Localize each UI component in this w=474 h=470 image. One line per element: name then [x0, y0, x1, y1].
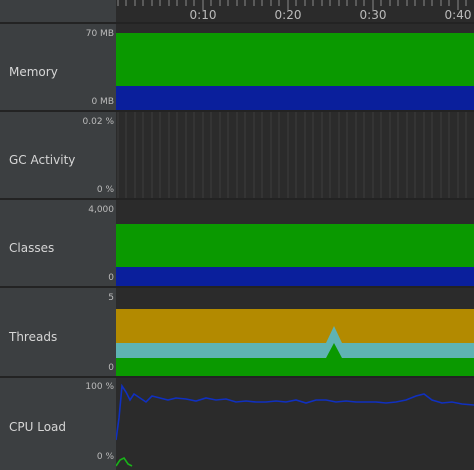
classes-label: Classes [9, 241, 55, 255]
row-divider [0, 376, 474, 378]
row-divider [0, 286, 474, 288]
gc-scale-max: 0.02 % [82, 117, 114, 127]
cpu-load-row[interactable]: CPU Load 100 % 0 % [0, 378, 474, 470]
memory-used-area [116, 33, 474, 86]
threads-top-area [116, 309, 474, 343]
tick-label-40s: 0:40 [444, 8, 472, 22]
classes-graph[interactable] [116, 200, 474, 286]
memory-row[interactable]: Memory 70 MB 0 MB [0, 24, 474, 110]
memory-label: Memory [9, 65, 58, 79]
label-column [0, 0, 116, 470]
memory-base-area [116, 86, 474, 110]
cpu-load-low-line [116, 456, 133, 467]
cpu-scale-max: 100 % [85, 382, 114, 392]
memory-graph[interactable] [116, 24, 474, 110]
gc-activity-graph[interactable] [116, 112, 474, 198]
tick-label-30s: 0:30 [359, 8, 387, 22]
row-divider [0, 22, 474, 24]
cpu-load-graph[interactable] [116, 378, 474, 470]
classes-loaded-area [116, 224, 474, 267]
cpu-scale-min: 0 % [96, 452, 114, 462]
classes-base-area [116, 267, 474, 286]
threads-graph[interactable] [116, 288, 474, 376]
memory-scale-min: 0 MB [91, 97, 114, 107]
row-divider [0, 198, 474, 200]
cpu-load-line [116, 383, 474, 441]
memory-scale-max: 70 MB [85, 29, 114, 39]
gc-activity-label: GC Activity [9, 153, 76, 167]
threads-middle-area [116, 326, 474, 358]
threads-scale-min: 0 [108, 363, 114, 373]
gc-activity-row[interactable]: GC Activity 0.02 % 0 % [0, 112, 474, 198]
cpu-load-label: CPU Load [9, 420, 66, 434]
classes-scale-min: 0 [108, 273, 114, 283]
classes-row[interactable]: Classes 4,000 0 [0, 200, 474, 286]
classes-scale-max: 4,000 [88, 205, 114, 215]
gc-grid [117, 112, 467, 198]
tick-label-10s: 0:10 [189, 8, 217, 22]
threads-label: Threads [9, 330, 58, 344]
timeline-ticks [117, 0, 467, 10]
threads-bottom-area [116, 343, 474, 376]
threads-scale-max: 5 [108, 293, 114, 303]
tick-label-20s: 0:20 [274, 8, 302, 22]
threads-row[interactable]: Threads 5 0 [0, 288, 474, 376]
gc-scale-min: 0 % [96, 185, 114, 195]
row-divider [0, 110, 474, 112]
timeline-ruler[interactable]: 0:10 0:20 0:30 0:40 [116, 0, 474, 22]
